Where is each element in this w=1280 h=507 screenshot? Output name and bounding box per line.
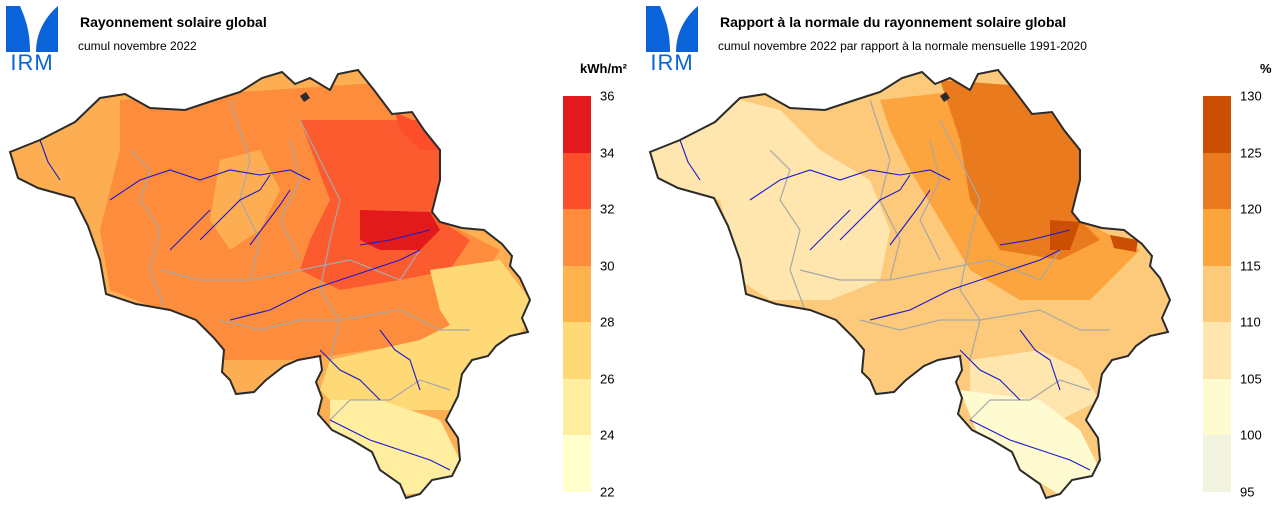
belgium-map-left [8, 68, 532, 500]
legend-band [563, 435, 591, 492]
legend-band [1203, 96, 1231, 153]
legend-tick-label: 36 [600, 88, 615, 104]
baarle-enclave [300, 92, 310, 102]
legend-band [1203, 378, 1231, 436]
legend-tick-label: 26 [600, 371, 615, 387]
legend-band [1203, 209, 1231, 266]
legend-band [563, 209, 591, 266]
map-subtitle: cumul novembre 2022 [78, 39, 197, 53]
irm-logo: IRM [646, 6, 698, 74]
map-subtitle: cumul novembre 2022 par rapport à la nor… [718, 39, 1087, 53]
province-borders [129, 99, 470, 421]
legend-tick-label: 105 [1240, 371, 1262, 387]
map-title: Rapport à la normale du rayonnement sola… [720, 14, 1067, 30]
irm-logo: IRM [6, 6, 58, 74]
radiation-zones [10, 70, 530, 498]
legend-tick-label: 120 [1240, 201, 1262, 217]
irm-logo-icon [6, 6, 58, 52]
legend-tick-label: 28 [600, 314, 615, 330]
legend-tick-label: 125 [1240, 145, 1262, 161]
belgium-map-right [648, 68, 1172, 500]
legend-unit: kWh/m² [580, 61, 627, 76]
legend-tick-label: 115 [1240, 258, 1261, 274]
legend-tick-label: 22 [600, 484, 615, 500]
baarle-enclave [940, 92, 950, 102]
map-panel-solar-radiation: IRM Rayonnement solaire global cumul nov… [6, 6, 627, 500]
legend-tick-label: 130 [1240, 88, 1262, 104]
legend-tick-label: 30 [600, 258, 615, 274]
legend-tick-label: 34 [600, 145, 615, 161]
legend-band [1203, 265, 1231, 323]
map-title: Rayonnement solaire global [80, 14, 267, 30]
irm-logo-text: IRM [650, 50, 694, 75]
map-panel-ratio-normal: IRM Rapport à la normale du rayonnement … [640, 0, 1280, 507]
province-borders [769, 99, 1110, 421]
legend-tick-label: 95 [1240, 484, 1255, 500]
ratio-zones [650, 70, 1170, 498]
legend-tick-label: 110 [1240, 314, 1261, 330]
legend-band [563, 265, 591, 323]
belgium-outline [648, 68, 1172, 500]
legend-band [563, 322, 591, 379]
legend-tick-label: 24 [600, 427, 615, 443]
legend-tick-label: 100 [1240, 427, 1262, 443]
belgium-outline [8, 68, 532, 500]
rivers [679, 139, 1091, 471]
legend-band [563, 96, 591, 153]
irm-logo-icon [646, 6, 698, 52]
rivers [39, 139, 451, 471]
color-legend [563, 96, 591, 492]
legend-band [1203, 152, 1231, 210]
legend-band [1203, 322, 1231, 379]
legend-band [1203, 435, 1231, 492]
legend-band [563, 152, 591, 210]
legend-band [563, 378, 591, 436]
legend-unit: % [1260, 61, 1272, 76]
irm-logo-text: IRM [10, 50, 54, 75]
color-legend [1203, 96, 1231, 492]
legend-tick-label: 32 [600, 201, 615, 217]
